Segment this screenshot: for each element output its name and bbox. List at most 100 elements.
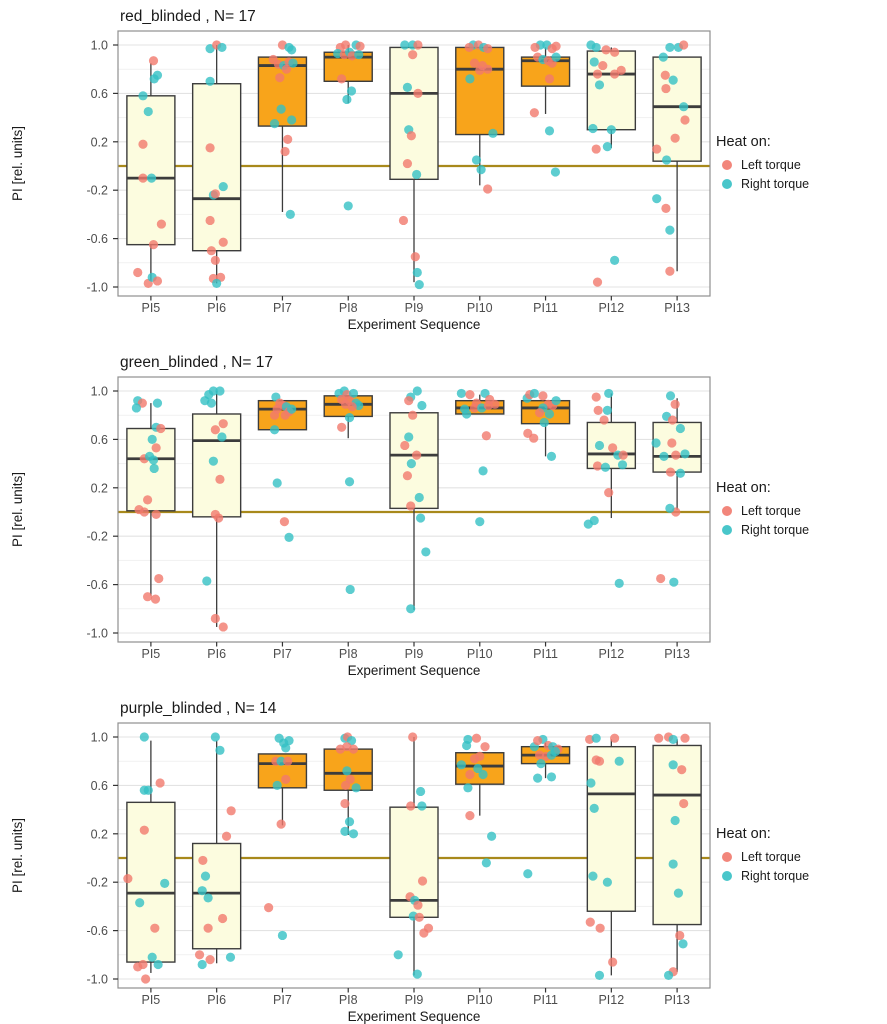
boxplot-PI6	[191, 45, 242, 284]
jitter-point	[538, 391, 548, 401]
jitter-point	[668, 734, 678, 745]
jitter-point	[680, 733, 690, 743]
jitter-point	[583, 519, 593, 529]
jitter-point	[210, 189, 220, 199]
jitter-point	[419, 928, 429, 938]
jitter-point	[412, 969, 422, 979]
jitter-point	[149, 463, 159, 474]
jitter-point	[284, 736, 294, 746]
legend-dot-r-torque	[722, 179, 732, 189]
jitter-point	[483, 184, 493, 194]
jitter-point	[143, 495, 153, 505]
legend: Heat on: Left torque Right torque	[716, 826, 809, 883]
jitter-point	[226, 806, 236, 816]
jitter-point	[413, 88, 423, 98]
jitter-point	[345, 584, 355, 595]
jitter-point	[591, 144, 601, 154]
jitter-point	[529, 433, 539, 443]
jitter-point	[481, 858, 491, 868]
jitter-point	[139, 507, 149, 517]
jitter-point	[656, 573, 666, 584]
jitter-point	[661, 83, 671, 94]
jitter-point	[203, 893, 213, 903]
jitter-point	[462, 409, 472, 419]
jitter-point	[340, 826, 350, 836]
y-tick-label: 0.2	[91, 481, 108, 495]
jitter-point	[406, 459, 416, 469]
jitter-point	[679, 40, 689, 50]
jitter-point	[283, 134, 293, 144]
jitter-point	[673, 888, 684, 898]
legend-title: Heat on:	[716, 480, 771, 496]
jitter-point	[205, 955, 215, 965]
jitter-point	[139, 732, 149, 742]
y-tick-label: -0.2	[86, 530, 108, 544]
y-tick-label: -0.2	[86, 184, 108, 198]
box-iqr	[389, 46, 439, 181]
jitter-point	[215, 474, 225, 484]
legend-label: Right torque	[741, 523, 809, 537]
x-axis-title: Experiment Sequence	[348, 317, 481, 332]
jitter-point	[283, 756, 293, 766]
jitter-point	[546, 451, 557, 461]
jitter-point	[149, 74, 159, 84]
y-tick-label: 0.6	[91, 433, 108, 447]
x-tick-label: PI7	[273, 647, 292, 661]
x-axis-title: Experiment Sequence	[348, 1009, 481, 1024]
jitter-point	[413, 40, 423, 50]
legend-dot-r-torque	[722, 525, 732, 535]
y-tick-label: -1.0	[86, 973, 108, 987]
jitter-point	[351, 783, 361, 793]
jitter-point	[138, 139, 148, 149]
jitter-point	[475, 517, 485, 527]
box-iqr	[191, 83, 242, 252]
x-tick-label: PI12	[598, 301, 624, 315]
jitter-point	[143, 785, 153, 795]
jitter-point	[661, 155, 672, 165]
jitter-point	[604, 388, 614, 399]
jitter-point	[658, 52, 668, 62]
legend-dot-l-torque	[722, 160, 732, 170]
jitter-point	[589, 803, 599, 813]
jitter-point	[680, 115, 690, 125]
jitter-point	[665, 503, 675, 513]
jitter-point	[346, 86, 357, 96]
x-tick-label: PI10	[467, 301, 493, 315]
jitter-point	[668, 859, 678, 869]
x-tick-label: PI5	[142, 301, 161, 315]
jitter-point	[551, 52, 561, 62]
jitter-point	[406, 501, 416, 511]
jitter-point	[592, 277, 603, 287]
jitter-point	[671, 450, 681, 460]
jitter-point	[598, 60, 608, 71]
jitter-point	[210, 732, 220, 742]
jitter-point	[586, 778, 596, 788]
jitter-point	[651, 438, 661, 448]
x-tick-label: PI13	[664, 301, 690, 315]
jitter-point	[393, 950, 403, 960]
x-tick-label: PI9	[405, 301, 424, 315]
legend-dot-l-torque	[722, 852, 732, 862]
x-tick-label: PI11	[533, 993, 558, 1007]
jitter-point	[269, 425, 280, 435]
boxplot-panel-0: red_blinded , N= 17 1.0 0.6 0.2 -0.2 -0.6 -1.0…	[10, 8, 809, 332]
chart-title: green_blinded , N= 17	[120, 354, 273, 371]
jitter-point	[143, 106, 153, 117]
jitter-point	[617, 460, 628, 470]
x-tick-label: PI12	[598, 647, 624, 661]
x-tick-label: PI11	[533, 647, 558, 661]
jitter-point	[205, 143, 215, 153]
jitter-point	[665, 225, 675, 235]
jitter-point	[404, 396, 414, 406]
jitter-point	[602, 405, 612, 415]
jitter-point	[546, 772, 557, 782]
jitter-point	[476, 165, 486, 175]
jitter-point	[469, 403, 480, 413]
jitter-point	[123, 873, 133, 884]
jitter-point	[150, 594, 161, 604]
jitter-point	[421, 547, 431, 557]
jitter-point	[483, 44, 493, 54]
jitter-point	[475, 65, 485, 76]
jitter-point	[147, 434, 157, 444]
